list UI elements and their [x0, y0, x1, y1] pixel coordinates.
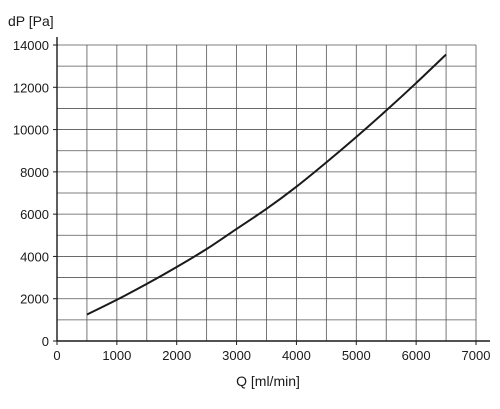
x-tick-label: 1000: [102, 348, 131, 363]
series-line: [86, 53, 447, 316]
y-tick-label: 14000: [13, 38, 49, 53]
x-tick-label: 0: [53, 348, 60, 363]
y-axis-title: dP [Pa]: [8, 13, 54, 29]
y-tick-label: 2000: [20, 292, 49, 307]
y-tick-label: 6000: [20, 207, 49, 222]
y-tick-label: 12000: [13, 80, 49, 95]
y-tick-label: 8000: [20, 165, 49, 180]
series: [86, 53, 447, 316]
y-tick-label: 4000: [20, 249, 49, 264]
y-tick-label: 0: [42, 334, 49, 349]
axes: [53, 37, 490, 345]
x-tick-label: 3000: [222, 348, 251, 363]
x-tick-label: 4000: [282, 348, 311, 363]
x-tick-label: 6000: [402, 348, 431, 363]
grid: [57, 44, 477, 341]
x-tick-label: 5000: [342, 348, 371, 363]
y-tick-label: 10000: [13, 123, 49, 138]
tick-labels: 0 1000 2000 3000 4000 5000 6000 7000 0 2000 4000 60…: [13, 38, 491, 363]
x-tick-label: 2000: [162, 348, 191, 363]
x-tick-label: 7000: [462, 348, 491, 363]
x-axis-title: Q [ml/min]: [236, 373, 300, 389]
